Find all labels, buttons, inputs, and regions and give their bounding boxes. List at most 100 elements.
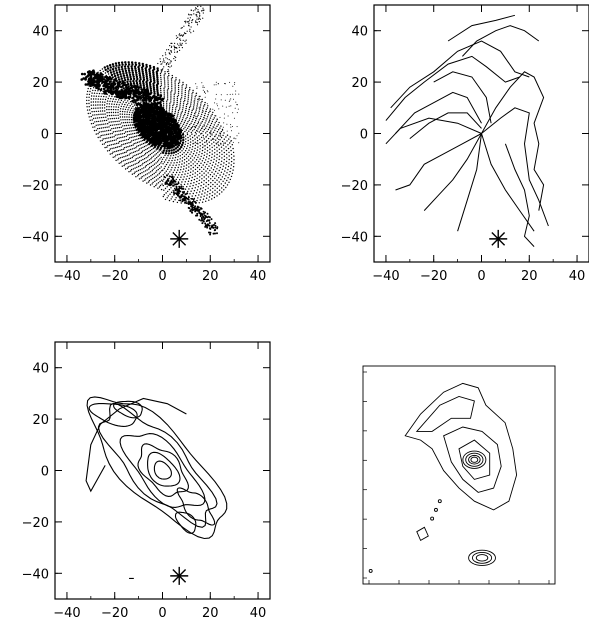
particle	[112, 108, 115, 111]
particle	[146, 96, 150, 100]
particle	[176, 103, 178, 106]
particle	[191, 14, 193, 16]
particle	[223, 142, 225, 144]
particle	[194, 115, 196, 117]
particle	[130, 127, 133, 129]
particle	[219, 174, 221, 176]
particle	[214, 181, 216, 184]
particle	[184, 40, 186, 42]
particle	[215, 98, 217, 100]
particle	[171, 166, 173, 169]
particle	[126, 119, 128, 121]
particle	[152, 168, 154, 170]
particle	[225, 149, 228, 152]
particle	[115, 150, 118, 152]
particle	[170, 162, 172, 164]
particle	[178, 34, 180, 36]
particle	[141, 72, 145, 75]
particle	[178, 44, 180, 46]
particle	[199, 168, 201, 171]
y-tick-label: 0	[41, 128, 49, 143]
particle	[128, 130, 130, 132]
particle	[167, 190, 169, 193]
particle	[170, 95, 172, 97]
particle	[141, 150, 144, 152]
particle	[108, 111, 110, 114]
particle	[136, 138, 138, 140]
particle	[181, 153, 184, 156]
particle	[175, 107, 177, 109]
particle	[229, 170, 231, 173]
particle	[213, 127, 215, 129]
particle	[132, 155, 134, 157]
particle	[195, 109, 197, 111]
particle	[215, 175, 218, 177]
particle	[143, 161, 146, 164]
particle	[183, 183, 186, 186]
particle	[101, 104, 104, 106]
particle	[171, 45, 173, 47]
particle	[106, 100, 109, 102]
particle	[189, 128, 191, 131]
particle	[216, 191, 218, 193]
particle	[88, 74, 92, 77]
particle	[209, 135, 211, 138]
particle	[99, 88, 103, 91]
particle	[198, 17, 200, 20]
x-tick-label: −40	[53, 269, 80, 284]
particle	[199, 191, 201, 193]
particle	[198, 154, 200, 156]
particle	[132, 102, 135, 104]
particle	[114, 156, 116, 158]
particle	[113, 114, 115, 117]
particle	[215, 81, 217, 83]
particle	[122, 136, 124, 138]
particle	[131, 156, 133, 159]
particle	[211, 150, 213, 152]
particle	[196, 105, 198, 107]
particle	[154, 103, 157, 107]
particle	[196, 116, 198, 118]
particle	[226, 172, 228, 174]
particle	[162, 61, 164, 63]
particle	[168, 188, 171, 191]
particle	[198, 107, 200, 109]
particle	[196, 107, 198, 109]
particle	[143, 167, 145, 169]
particle	[194, 168, 197, 171]
particle	[199, 129, 202, 131]
particle	[138, 62, 141, 65]
particle	[155, 179, 158, 181]
particle	[236, 112, 238, 114]
particle	[149, 103, 153, 106]
particle	[118, 162, 120, 164]
particle	[226, 157, 228, 159]
particle	[154, 158, 156, 160]
particle	[124, 69, 128, 73]
particle	[192, 91, 194, 94]
particle	[92, 76, 96, 80]
particle	[95, 95, 98, 97]
particle	[181, 42, 183, 45]
particle	[190, 131, 192, 134]
particle	[230, 140, 233, 142]
particle	[199, 138, 201, 140]
particle	[133, 160, 135, 162]
particle	[200, 133, 202, 135]
particle	[127, 67, 130, 70]
particle	[165, 159, 167, 161]
particle	[162, 102, 165, 105]
particle	[184, 95, 186, 98]
particle	[215, 84, 217, 86]
particle	[121, 113, 124, 115]
particle	[144, 102, 147, 106]
particle	[115, 98, 117, 101]
particle	[146, 173, 148, 175]
particle	[209, 108, 212, 110]
contour-line	[119, 433, 206, 508]
particle	[163, 91, 165, 93]
particle	[194, 195, 197, 197]
particle	[191, 195, 193, 197]
